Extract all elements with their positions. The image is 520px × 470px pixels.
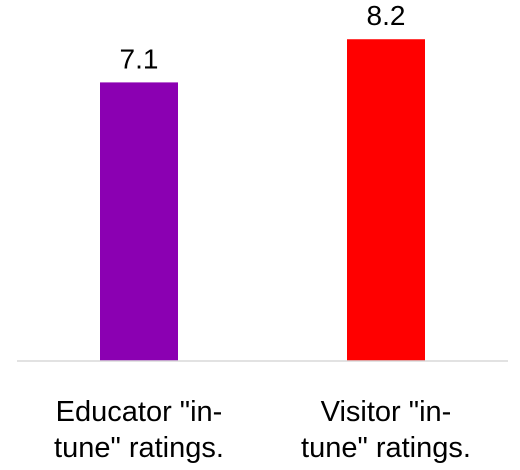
value-label-1: 7.1 bbox=[120, 43, 159, 74]
category-label-1-line-1: Educator "in- bbox=[56, 396, 223, 428]
category-label-1-line-2: tune" ratings. bbox=[54, 432, 224, 464]
category-label-2-line-2: tune" ratings. bbox=[301, 432, 471, 464]
bar-1 bbox=[100, 82, 178, 362]
category-label-2-line-1: Visitor "in- bbox=[321, 396, 452, 428]
value-labels-layer: 7.1 8.2 bbox=[120, 0, 406, 74]
bar-2 bbox=[347, 39, 425, 361]
value-label-2: 8.2 bbox=[367, 0, 406, 31]
bars-layer bbox=[100, 39, 425, 362]
category-labels-layer: Educator "in-tune" ratings. Visitor "in-t… bbox=[54, 396, 471, 464]
